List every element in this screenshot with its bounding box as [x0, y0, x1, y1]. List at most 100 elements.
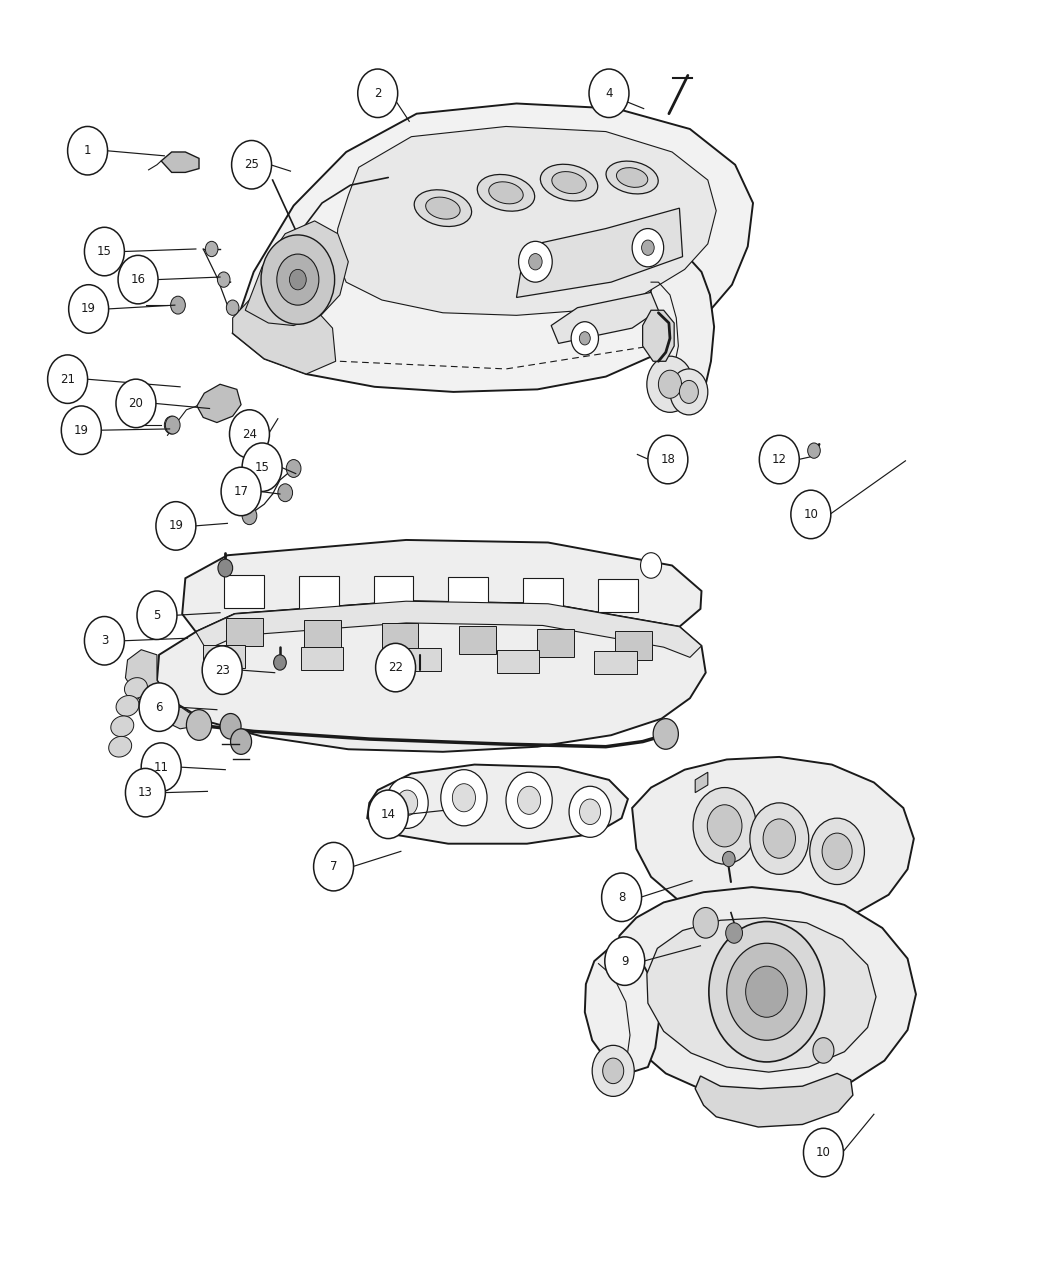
Polygon shape	[632, 757, 914, 926]
Polygon shape	[399, 648, 441, 671]
Polygon shape	[223, 574, 264, 608]
Text: 1: 1	[84, 145, 92, 157]
Circle shape	[118, 256, 158, 304]
Circle shape	[116, 379, 156, 427]
Circle shape	[357, 69, 397, 118]
Circle shape	[813, 1037, 834, 1063]
Circle shape	[763, 819, 796, 858]
Circle shape	[171, 297, 186, 315]
Circle shape	[375, 643, 415, 692]
Polygon shape	[460, 625, 496, 654]
Ellipse shape	[414, 189, 471, 226]
Polygon shape	[598, 579, 638, 613]
Circle shape	[707, 804, 742, 847]
Circle shape	[396, 790, 417, 816]
Circle shape	[278, 483, 293, 501]
Ellipse shape	[109, 737, 132, 757]
Ellipse shape	[541, 164, 598, 201]
Circle shape	[603, 1058, 624, 1083]
Circle shape	[605, 936, 645, 985]
Circle shape	[694, 788, 756, 865]
Polygon shape	[643, 311, 675, 361]
Text: 24: 24	[242, 427, 257, 440]
Text: 25: 25	[245, 159, 259, 171]
Circle shape	[217, 272, 230, 288]
Circle shape	[659, 370, 682, 398]
Circle shape	[69, 285, 109, 334]
Circle shape	[647, 356, 694, 412]
Circle shape	[242, 443, 282, 491]
Circle shape	[602, 874, 642, 922]
Circle shape	[807, 443, 820, 458]
Text: 11: 11	[154, 761, 169, 774]
Circle shape	[822, 833, 852, 870]
Circle shape	[580, 799, 601, 825]
Polygon shape	[647, 918, 876, 1072]
Polygon shape	[516, 208, 683, 298]
Text: 20: 20	[129, 396, 143, 409]
Text: 10: 10	[803, 508, 818, 521]
Text: 15: 15	[255, 460, 270, 473]
Circle shape	[452, 784, 475, 812]
Circle shape	[164, 416, 179, 434]
Text: 5: 5	[153, 609, 160, 622]
Circle shape	[726, 923, 742, 943]
Polygon shape	[227, 618, 264, 646]
Text: 21: 21	[60, 372, 75, 386]
Polygon shape	[125, 650, 199, 729]
Circle shape	[749, 803, 808, 875]
Ellipse shape	[552, 171, 586, 193]
Text: 2: 2	[374, 87, 382, 100]
Ellipse shape	[111, 716, 134, 737]
Circle shape	[592, 1045, 635, 1096]
Circle shape	[709, 922, 824, 1062]
Text: 12: 12	[772, 453, 786, 466]
Polygon shape	[301, 647, 344, 670]
Polygon shape	[696, 1073, 853, 1127]
Polygon shape	[203, 645, 246, 668]
Text: 8: 8	[618, 890, 625, 904]
Text: 6: 6	[155, 701, 162, 714]
Polygon shape	[233, 293, 335, 373]
Polygon shape	[335, 127, 717, 316]
Circle shape	[694, 908, 719, 938]
Polygon shape	[304, 620, 340, 648]
Circle shape	[290, 270, 307, 290]
Circle shape	[589, 69, 629, 118]
Circle shape	[653, 719, 679, 749]
Text: 15: 15	[97, 246, 112, 258]
Circle shape	[441, 770, 487, 826]
Circle shape	[518, 787, 541, 815]
Circle shape	[206, 242, 218, 257]
Circle shape	[220, 714, 241, 739]
Ellipse shape	[617, 168, 648, 187]
Circle shape	[641, 553, 662, 578]
Polygon shape	[538, 629, 573, 656]
Circle shape	[580, 331, 590, 345]
Circle shape	[84, 616, 124, 665]
Ellipse shape	[606, 161, 658, 194]
Circle shape	[232, 141, 272, 189]
Polygon shape	[233, 104, 753, 391]
Circle shape	[529, 253, 542, 270]
Polygon shape	[611, 888, 916, 1099]
Text: 16: 16	[131, 274, 145, 286]
Polygon shape	[367, 765, 628, 844]
Polygon shape	[551, 293, 659, 344]
Polygon shape	[496, 650, 539, 673]
Ellipse shape	[116, 696, 139, 716]
Circle shape	[287, 459, 301, 477]
Text: 22: 22	[388, 661, 403, 674]
Polygon shape	[614, 632, 651, 660]
Circle shape	[84, 228, 124, 276]
Circle shape	[230, 409, 270, 458]
Circle shape	[726, 943, 806, 1040]
Polygon shape	[523, 578, 563, 611]
Text: 19: 19	[74, 423, 89, 436]
Text: 14: 14	[380, 808, 395, 821]
Circle shape	[221, 467, 261, 515]
Circle shape	[137, 591, 177, 640]
Text: 10: 10	[816, 1146, 831, 1159]
Circle shape	[632, 229, 664, 267]
Circle shape	[242, 506, 257, 524]
